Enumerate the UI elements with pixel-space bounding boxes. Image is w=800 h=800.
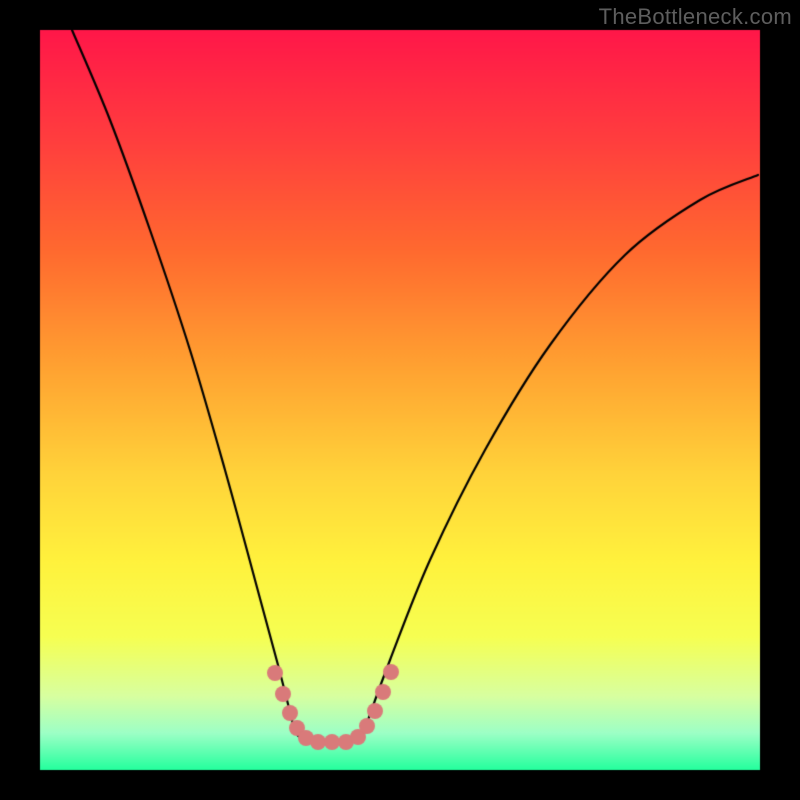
bottleneck-curve-canvas bbox=[0, 0, 800, 800]
chart-stage: TheBottleneck.com bbox=[0, 0, 800, 800]
